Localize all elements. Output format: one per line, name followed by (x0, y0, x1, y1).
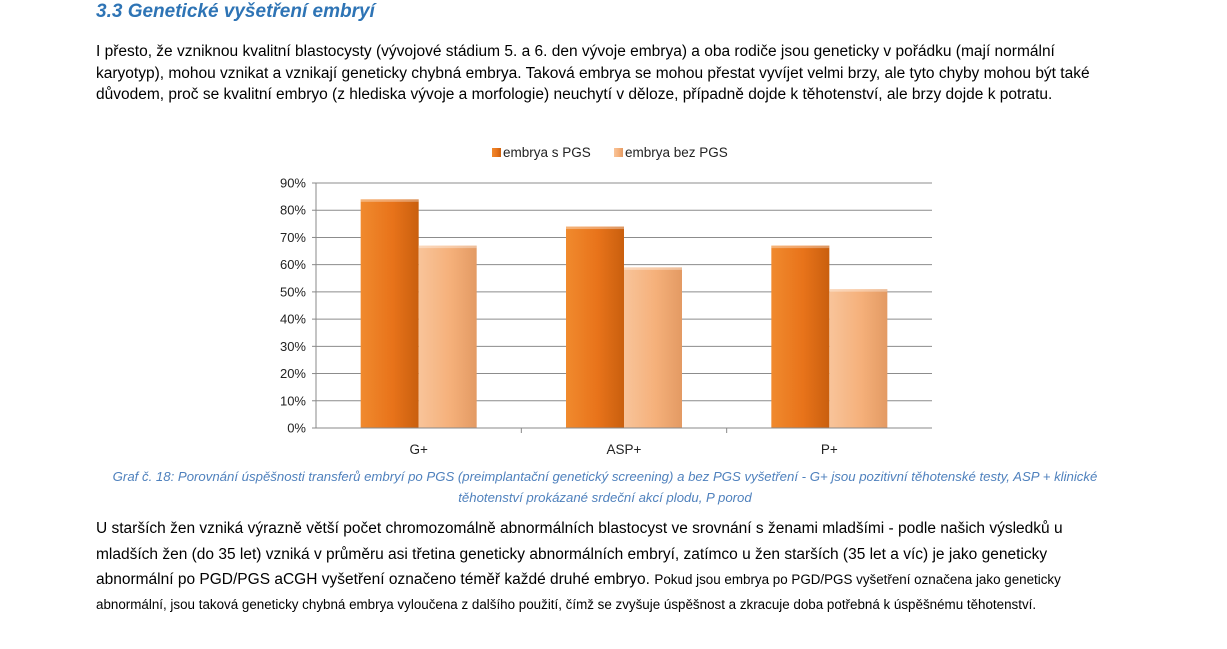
y-tick-label: 60% (280, 257, 306, 272)
y-tick-label: 50% (280, 284, 306, 299)
bar-highlight (624, 267, 682, 270)
x-tick-label: G+ (409, 442, 428, 457)
y-tick-label: 80% (280, 203, 306, 218)
y-tick-label: 90% (280, 176, 306, 191)
y-tick-label: 30% (280, 339, 306, 354)
bar-chart: embrya s PGS embrya bez PGS 0% 10% 20% 30% 4… (280, 145, 932, 457)
chart-caption: Graf č. 18: Porovnání úspěšnosti transfe… (112, 469, 1098, 505)
intro-paragraph: I přesto, že vzniknou kvalitní blastocys… (96, 43, 1090, 103)
bar (829, 289, 888, 428)
y-tick-label: 70% (280, 230, 306, 245)
y-tick-label: 10% (280, 393, 306, 408)
section-heading: 3.3 Genetické vyšetření embryí (96, 1, 375, 22)
bar-highlight (360, 199, 419, 202)
legend-swatch-without-pgs (614, 148, 623, 157)
main-paragraph-small-text: Pokud jsou embrya po PGD/PGS vyšetření o… (96, 572, 1061, 612)
chart-legend: embrya s PGS embrya bez PGS (492, 145, 728, 160)
bar (566, 226, 624, 428)
x-tick-label: ASP+ (607, 442, 642, 457)
y-tick-label: 40% (280, 312, 306, 327)
legend-label-with-pgs: embrya s PGS (503, 145, 591, 160)
bar (624, 267, 682, 428)
bar-highlight (418, 245, 477, 249)
chart-bars (360, 199, 888, 428)
bar (360, 199, 419, 428)
main-paragraph-large-text: U starších žen vzniká výrazně větší poče… (96, 520, 1063, 588)
x-axis-ticks: G+ ASP+ P+ (409, 428, 838, 457)
bar-highlight (771, 245, 830, 249)
bar-highlight (566, 226, 624, 230)
bar-highlight (829, 289, 888, 292)
main-paragraph: U starších žen vzniká výrazně větší poče… (96, 516, 1126, 616)
bar (418, 245, 477, 428)
legend-swatch-with-pgs (492, 148, 501, 157)
legend-label-without-pgs: embrya bez PGS (625, 145, 728, 160)
y-axis-ticks: 0% 10% 20% 30% 40% 50% 60% 70% 80% 90% (280, 176, 316, 436)
y-tick-label: 20% (280, 366, 306, 381)
y-tick-label: 0% (287, 421, 306, 436)
bar (771, 245, 830, 428)
x-tick-label: P+ (821, 442, 838, 457)
